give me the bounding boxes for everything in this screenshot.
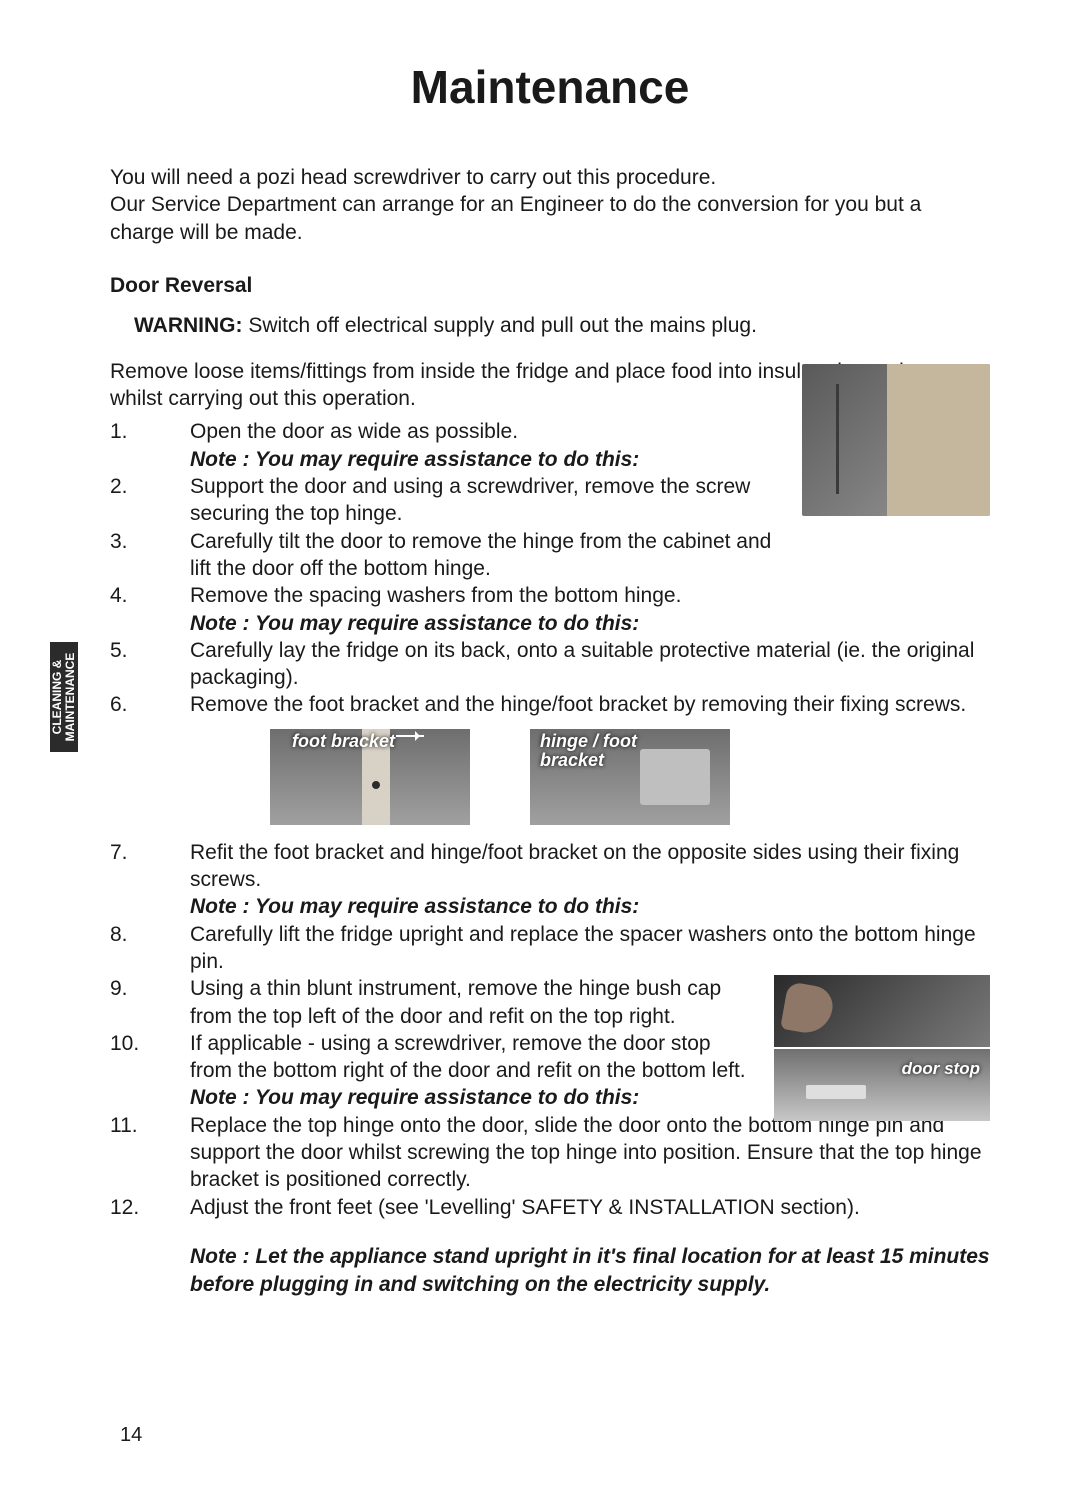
note-text: Note : You may require assistance to do … — [190, 895, 639, 918]
intro-text: You will need a pozi head screwdriver to… — [110, 164, 990, 246]
step-number: 3. — [110, 528, 190, 583]
arrow-icon — [396, 735, 424, 737]
step-text: Refit the foot bracket and hinge/foot br… — [190, 841, 959, 891]
list-item: 4.Remove the spacing washers from the bo… — [110, 582, 990, 637]
figure-top-hinge — [802, 364, 990, 516]
step-number: 10. — [110, 1030, 190, 1112]
figure-door-stop: door stop — [774, 1049, 990, 1121]
page-title: Maintenance — [110, 60, 990, 114]
step-number: 7. — [110, 839, 190, 921]
step-number: 9. — [110, 975, 190, 1030]
bracket-figures: foot bracket hinge / foot bracket — [270, 729, 990, 825]
step-number: 12. — [110, 1194, 190, 1221]
step-text: Replace the top hinge onto the door, sli… — [190, 1112, 990, 1194]
list-item: 7.Refit the foot bracket and hinge/foot … — [110, 839, 990, 921]
page: CLEANING & MAINTENANCE Maintenance You w… — [0, 0, 1080, 1511]
list-item: 3.Carefully tilt the door to remove the … — [110, 528, 990, 583]
step-number: 4. — [110, 582, 190, 637]
warning-line: WARNING: Switch off electrical supply an… — [134, 314, 990, 338]
step-text: Carefully lift the fridge upright and re… — [190, 921, 990, 976]
note-text: Note : You may require assistance to do … — [190, 1086, 639, 1109]
warning-label: WARNING: — [134, 314, 243, 337]
step-text: Carefully lay the fridge on its back, on… — [190, 637, 990, 692]
list-item: 12.Adjust the front feet (see 'Levelling… — [110, 1194, 990, 1221]
list-item: 8.Carefully lift the fridge upright and … — [110, 921, 990, 976]
steps-list-2: 7.Refit the foot bracket and hinge/foot … — [110, 839, 990, 975]
step-text: If applicable - using a screwdriver, rem… — [190, 1032, 746, 1082]
step-number: 1. — [110, 418, 190, 473]
section-heading: Door Reversal — [110, 274, 990, 298]
step-text: Open the door as wide as possible. — [190, 420, 518, 443]
figure-hinge-bush — [774, 975, 990, 1047]
step-text: Remove the foot bracket and the hinge/fo… — [190, 691, 990, 718]
figure-hinge-bracket: hinge / foot bracket — [530, 729, 730, 825]
step-text: Adjust the front feet (see 'Levelling' S… — [190, 1194, 990, 1221]
step-number: 2. — [110, 473, 190, 528]
side-figure-stack: door stop — [774, 975, 990, 1121]
step-text: Remove the spacing washers from the bott… — [190, 584, 681, 607]
step-number: 6. — [110, 691, 190, 718]
figure-foot-bracket: foot bracket — [270, 729, 470, 825]
list-item: 11.Replace the top hinge onto the door, … — [110, 1112, 990, 1194]
figure-label: door stop — [902, 1059, 980, 1079]
warning-text: Switch off electrical supply and pull ou… — [243, 314, 757, 337]
figure-label: hinge / foot bracket — [540, 732, 637, 770]
step-number: 5. — [110, 637, 190, 692]
step-text: Carefully tilt the door to remove the hi… — [190, 528, 990, 583]
step-number: 8. — [110, 921, 190, 976]
figure-label: foot bracket — [292, 732, 395, 751]
list-item: 6.Remove the foot bracket and the hinge/… — [110, 691, 990, 718]
note-text: Note : You may require assistance to do … — [190, 448, 639, 471]
steps-with-side-figures: door stop 9.Using a thin blunt instrumen… — [110, 975, 990, 1111]
step-number: 11. — [110, 1112, 190, 1194]
note-text: Note : You may require assistance to do … — [190, 612, 639, 635]
section-tab: CLEANING & MAINTENANCE — [50, 642, 78, 752]
final-note: Note : Let the appliance stand upright i… — [190, 1243, 990, 1300]
page-number: 14 — [120, 1424, 142, 1447]
list-item: 5.Carefully lay the fridge on its back, … — [110, 637, 990, 692]
steps-list-3: 11.Replace the top hinge onto the door, … — [110, 1112, 990, 1221]
